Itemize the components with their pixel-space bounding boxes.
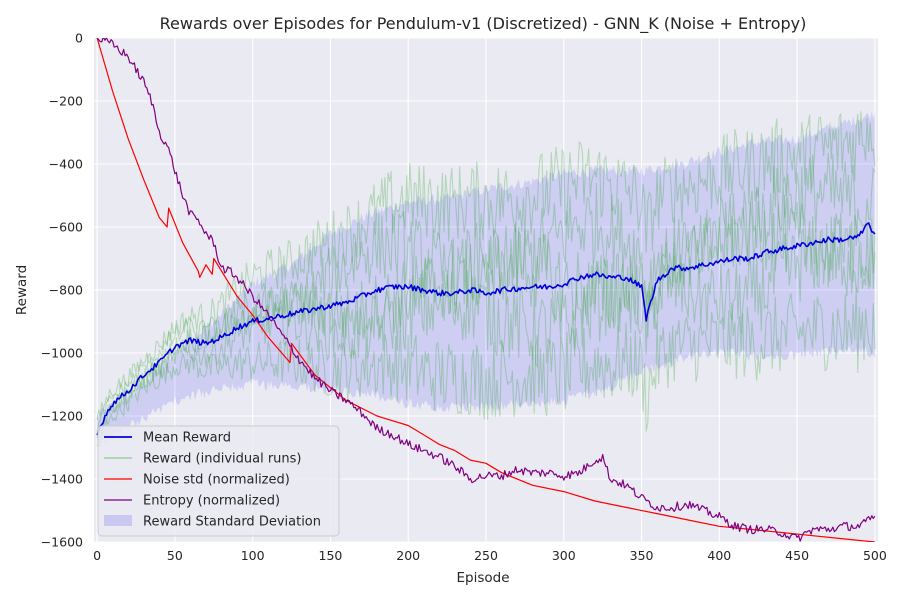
y-tick-label: 0 <box>75 31 83 46</box>
individual-runs-layer <box>96 111 876 447</box>
y-axis-title: Reward <box>14 265 30 315</box>
individual-run-line <box>96 287 876 447</box>
reward-std-band <box>97 110 875 449</box>
mean-reward-line <box>96 222 876 436</box>
individual-run-line <box>96 153 876 438</box>
legend-label: Reward (individual runs) <box>143 452 302 467</box>
x-tick-label: 200 <box>396 548 420 563</box>
legend-label: Entropy (normalized) <box>143 494 280 509</box>
y-tick-label: −1400 <box>41 472 83 487</box>
x-tick-label: 250 <box>474 548 498 563</box>
x-tick-label: 150 <box>319 548 343 563</box>
series-lines-layer <box>96 38 876 542</box>
x-axis-title: Episode <box>456 570 509 586</box>
x-tick-labels: 0 50 100 150 200 250 300 350 400 450 500 <box>93 548 887 563</box>
y-tick-label: −1200 <box>41 409 83 424</box>
y-tick-label: −200 <box>49 94 83 109</box>
chart-title: Rewards over Episodes for Pendulum-v1 (D… <box>160 14 807 34</box>
horizontal-gridlines <box>94 37 878 543</box>
y-tick-label: −1600 <box>41 535 83 550</box>
legend: Mean Reward Reward (individual runs) Noise… <box>97 425 340 537</box>
y-tick-label: −600 <box>49 220 83 235</box>
x-tick-label: 300 <box>552 548 576 563</box>
noise-std-line <box>96 38 875 542</box>
x-tick-label: 500 <box>863 548 887 563</box>
x-tick-label: 400 <box>707 548 731 563</box>
legend-box <box>97 425 340 537</box>
std-band-layer <box>97 110 875 449</box>
y-tick-label: −400 <box>49 157 83 172</box>
legend-swatch <box>104 515 132 526</box>
legend-label: Reward Standard Deviation <box>143 515 321 530</box>
y-tick-label: −800 <box>49 283 83 298</box>
x-tick-label: 450 <box>785 548 809 563</box>
legend-label: Noise std (normalized) <box>143 473 290 488</box>
individual-run-line <box>96 190 876 435</box>
x-tick-label: 50 <box>167 548 183 563</box>
x-tick-label: 350 <box>630 548 654 563</box>
entropy-line <box>96 38 876 542</box>
individual-run-line <box>96 111 876 421</box>
x-tick-label: 0 <box>93 548 101 563</box>
y-tick-label: −1000 <box>41 346 83 361</box>
legend-label: Mean Reward <box>143 431 231 446</box>
y-tick-labels: 0 −200 −400 −600 −800 −1000 −1200 −1400 −1600 <box>41 31 83 550</box>
x-tick-label: 100 <box>241 548 265 563</box>
